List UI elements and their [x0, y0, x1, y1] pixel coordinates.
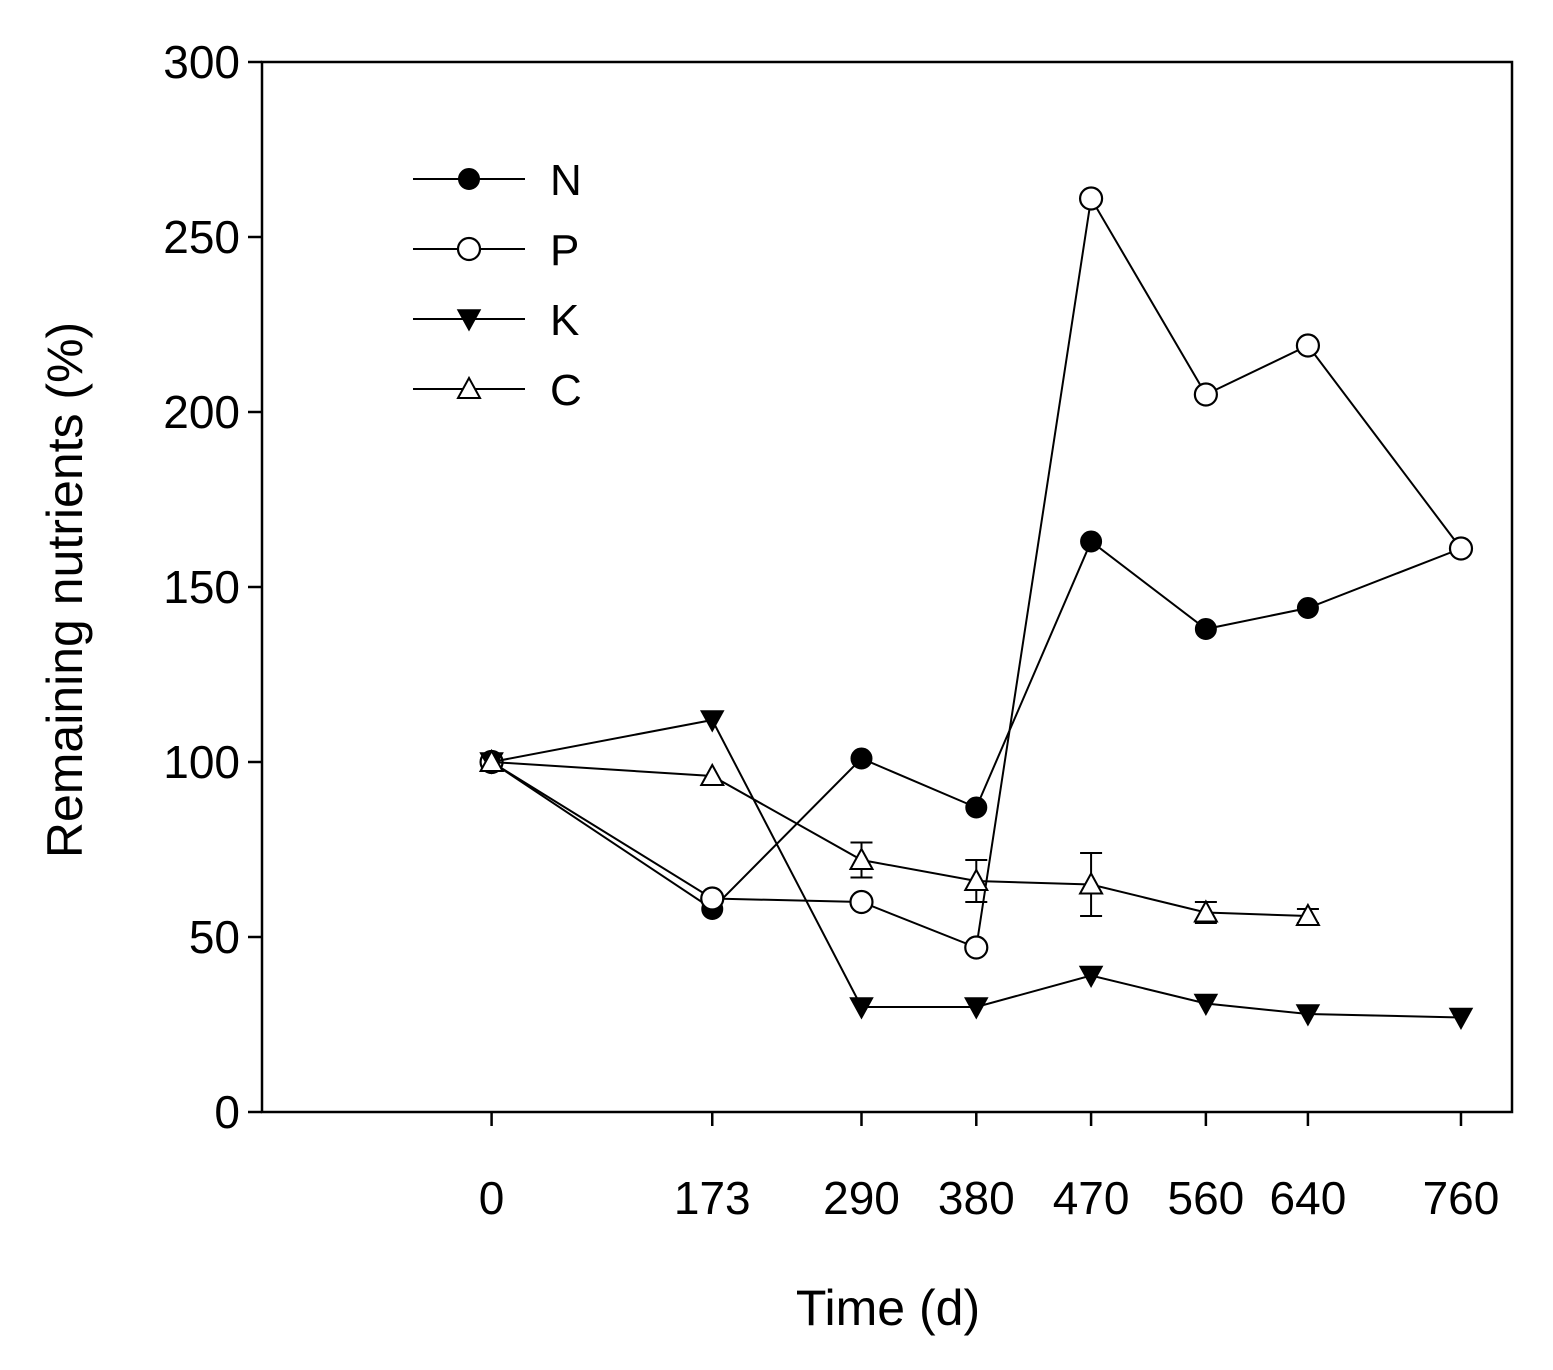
- legend-item-K: K: [413, 296, 579, 345]
- data-series: [478, 186, 1474, 1031]
- series-K: [479, 710, 1474, 1031]
- data-point-K: [849, 997, 874, 1020]
- data-point-C: [1078, 871, 1104, 895]
- series-P: [479, 186, 1474, 960]
- data-point-C: [848, 846, 875, 870]
- series-line-C: [491, 761, 1308, 917]
- x-tick-label: 0: [479, 1172, 505, 1224]
- legend-marker: [456, 375, 482, 399]
- y-axis-ticks: 0 50 100 150 200 250 300: [163, 36, 262, 1138]
- axes: [260, 60, 1514, 1114]
- data-point-P: [1193, 382, 1218, 407]
- series-line-P: [491, 195, 1462, 949]
- legend-marker: [456, 236, 482, 262]
- data-point-N: [1296, 597, 1319, 619]
- data-point-C: [963, 867, 989, 891]
- y-tick-label: 200: [163, 386, 240, 438]
- legend-label: N: [550, 156, 582, 205]
- legend-label: K: [550, 296, 579, 345]
- data-point-P: [1448, 536, 1474, 561]
- data-point-K: [964, 997, 989, 1020]
- legend-label: P: [550, 226, 579, 275]
- data-point-P: [1078, 186, 1104, 211]
- data-point-P: [1295, 333, 1321, 358]
- data-point-K: [1078, 965, 1104, 989]
- x-tick-label: 560: [1168, 1172, 1245, 1224]
- x-tick-label: 470: [1053, 1172, 1130, 1224]
- legend-item-N: N: [413, 156, 582, 205]
- y-tick-label: 250: [163, 211, 240, 263]
- legend-label: C: [550, 366, 582, 415]
- data-point-N: [850, 747, 873, 770]
- data-point-N: [965, 796, 988, 819]
- x-tick-label: 640: [1270, 1172, 1347, 1224]
- y-tick-label: 150: [163, 561, 240, 613]
- legend-marker: [456, 309, 482, 332]
- data-point-K: [1295, 1004, 1321, 1027]
- legend-marker: [458, 168, 480, 190]
- y-tick-label: 300: [163, 36, 240, 88]
- data-point-N: [1194, 618, 1217, 640]
- legend-item-C: C: [413, 366, 582, 415]
- y-tick-label: 100: [163, 736, 240, 788]
- series-line-K: [491, 718, 1462, 1019]
- data-point-P: [700, 886, 725, 911]
- x-axis-title: Time (d): [796, 1280, 980, 1336]
- y-axis-title: Remaining nutrients (%): [37, 322, 93, 858]
- data-point-K: [1193, 993, 1219, 1017]
- x-tick-label: 380: [938, 1172, 1015, 1224]
- data-point-N: [1080, 530, 1103, 553]
- x-tick-label: 173: [674, 1172, 751, 1224]
- data-point-C: [478, 748, 505, 772]
- data-point-C: [1295, 902, 1321, 926]
- plot-frame: [260, 60, 1514, 1114]
- x-tick-label: 290: [823, 1172, 900, 1224]
- data-point-P: [964, 935, 989, 960]
- y-tick-label: 50: [189, 911, 240, 963]
- x-axis-ticks: 0 173 290 380 470 560 640 760: [479, 1112, 1500, 1224]
- data-point-K: [1448, 1007, 1474, 1031]
- data-point-C: [1193, 899, 1219, 923]
- data-point-C: [699, 762, 725, 786]
- series-C: [478, 748, 1321, 926]
- x-tick-label: 760: [1423, 1172, 1500, 1224]
- data-point-P: [849, 889, 874, 915]
- data-point-K: [699, 710, 725, 733]
- y-tick-label: 0: [214, 1086, 240, 1138]
- series-line-N: [491, 539, 1462, 911]
- legend-item-P: P: [413, 226, 579, 275]
